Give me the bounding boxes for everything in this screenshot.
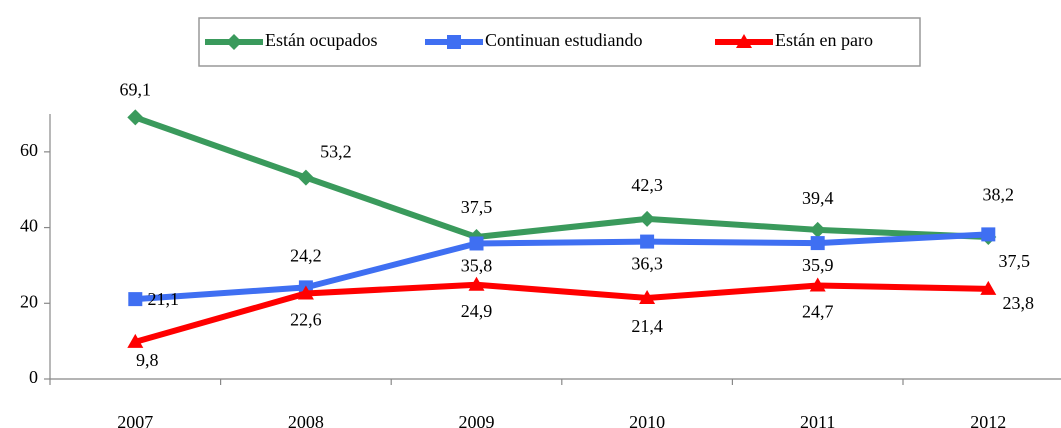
data-label: 24,9 [461,301,493,321]
marker [469,236,484,251]
series-line [134,114,989,241]
marker [128,292,143,307]
marker [810,236,825,251]
series-line [134,281,989,345]
marker [639,210,656,227]
data-label: 21,1 [148,289,180,309]
data-label: 22,6 [290,310,322,330]
x-tick-label: 2010 [629,412,665,428]
data-label: 36,3 [631,254,663,274]
y-tick-label: 0 [29,367,38,387]
marker [127,109,144,126]
marker [468,276,485,291]
data-label: 35,9 [802,255,834,275]
marker [640,234,655,249]
data-label: 42,3 [631,175,663,195]
data-label: 53,2 [320,142,352,162]
data-label: 69,1 [120,80,152,100]
marker [981,227,996,242]
legend-box [198,17,921,67]
data-label: 38,2 [983,185,1015,205]
y-tick-label: 60 [20,140,38,160]
marker [297,169,314,186]
marker [639,289,656,304]
legend-label: Están ocupados [265,30,377,50]
x-tick-label: 2009 [459,412,495,428]
data-label: 39,4 [802,188,834,208]
marker [447,35,461,49]
data-label: 24,2 [290,246,322,266]
legend-label: Continuan estudiando [485,30,642,50]
marker [980,280,997,295]
data-label: 24,7 [802,302,834,322]
data-label: 9,8 [136,350,159,370]
marker [226,34,242,50]
x-tick-label: 2012 [970,412,1006,428]
legend-label: Están en paro [775,30,873,50]
x-tick-label: 2011 [800,412,835,428]
data-label: 37,5 [999,251,1031,271]
marker [297,285,314,300]
data-label: 21,4 [631,316,663,336]
x-tick-label: 2008 [288,412,324,428]
marker [809,277,826,292]
y-tick-label: 40 [20,216,38,236]
marker [736,34,752,48]
x-tick-label: 2007 [117,412,153,428]
data-label: 23,8 [1003,293,1035,313]
data-label: 35,8 [461,256,493,276]
data-label: 37,5 [461,197,493,217]
y-tick-label: 20 [20,291,38,311]
marker [809,221,826,238]
series-line [135,231,989,303]
marker [127,333,144,348]
